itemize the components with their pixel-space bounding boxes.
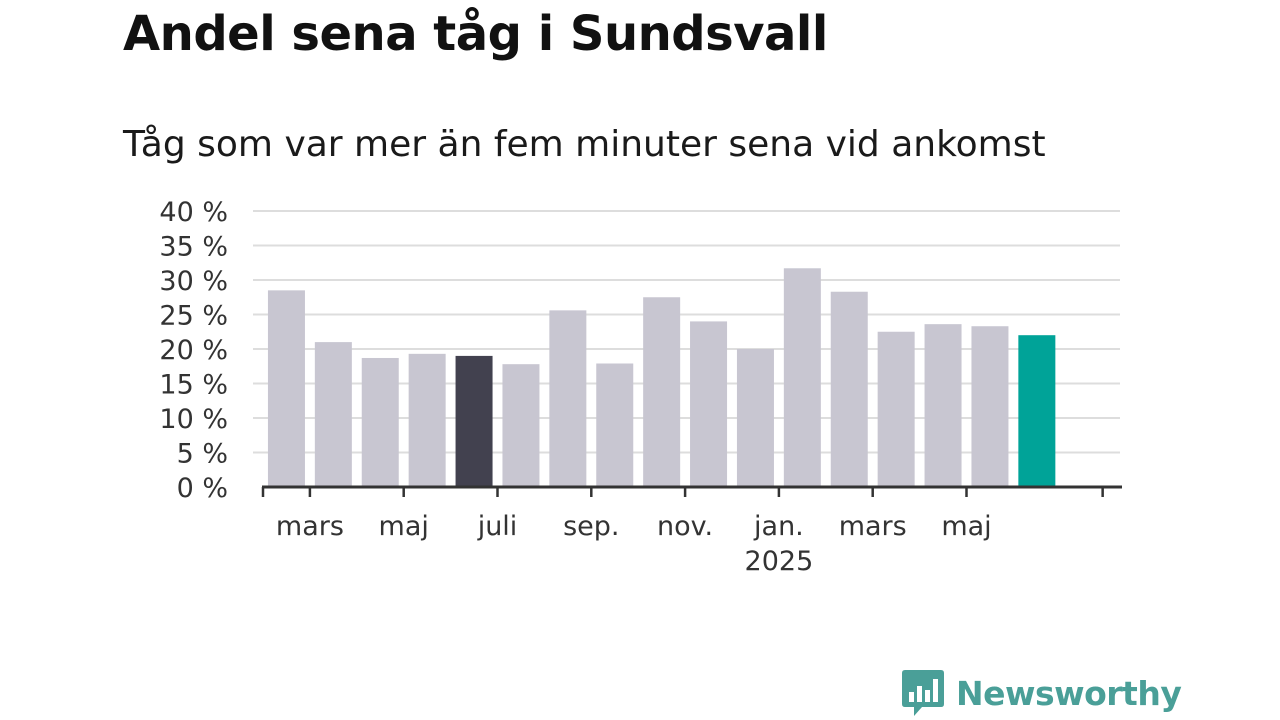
- x-tick-label: mars: [276, 511, 344, 542]
- chart-subtitle: Tåg som var mer än fem minuter sena vid …: [123, 124, 1046, 165]
- x-tick-label: maj: [941, 511, 991, 542]
- x-tick-label: sep.: [563, 511, 619, 542]
- bar: [643, 297, 681, 487]
- bar: [408, 353, 446, 487]
- y-tick-label: 0 %: [177, 473, 228, 504]
- bar: [830, 291, 868, 487]
- bar: [361, 357, 399, 487]
- x-tick-label: nov.: [657, 511, 713, 542]
- bar: [267, 290, 305, 487]
- y-tick-label: 5 %: [177, 439, 228, 470]
- y-tick-label: 35 %: [159, 232, 228, 263]
- y-tick-label: 20 %: [159, 335, 228, 366]
- bar: [971, 326, 1009, 487]
- bar: [455, 355, 493, 487]
- y-tick-label: 15 %: [159, 370, 228, 401]
- y-tick-label: 30 %: [159, 266, 228, 297]
- y-tick-label: 25 %: [159, 301, 228, 332]
- bar: [690, 321, 728, 487]
- y-tick-label: 10 %: [159, 404, 228, 435]
- y-tick-label: 40 %: [159, 197, 228, 228]
- bar: [314, 342, 352, 487]
- x-tick-label: mars: [839, 511, 907, 542]
- bar: [596, 363, 634, 487]
- x-tick-label: maj: [379, 511, 429, 542]
- bar: [549, 310, 587, 487]
- bar: [502, 364, 540, 487]
- bar: [1018, 335, 1056, 487]
- bar: [877, 331, 915, 487]
- brand-logo: Newsworthy: [902, 670, 1182, 716]
- bar: [924, 324, 962, 487]
- x-tick-label: jan.: [753, 511, 804, 542]
- brand-name: Newsworthy: [956, 673, 1182, 713]
- bar: [783, 268, 821, 487]
- bar-chart-speech-bubble-icon: [902, 670, 944, 716]
- chart-title: Andel sena tåg i Sundsvall: [123, 6, 828, 62]
- x-tick-sublabel: 2025: [745, 546, 814, 577]
- x-tick-label: juli: [477, 511, 518, 542]
- bar: [736, 349, 774, 487]
